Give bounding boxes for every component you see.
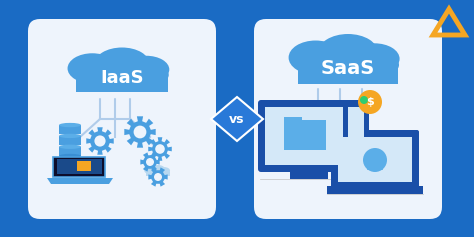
Ellipse shape: [325, 137, 341, 151]
Ellipse shape: [123, 56, 169, 83]
Text: IaaS: IaaS: [100, 69, 144, 87]
Ellipse shape: [356, 137, 384, 153]
FancyBboxPatch shape: [284, 120, 326, 150]
Ellipse shape: [59, 154, 81, 158]
FancyBboxPatch shape: [348, 107, 364, 157]
Polygon shape: [57, 159, 102, 174]
Ellipse shape: [94, 47, 149, 81]
FancyBboxPatch shape: [290, 171, 328, 179]
Ellipse shape: [318, 34, 378, 71]
Text: $: $: [366, 97, 374, 107]
Ellipse shape: [151, 165, 165, 173]
Ellipse shape: [59, 123, 81, 127]
FancyBboxPatch shape: [254, 19, 442, 219]
Ellipse shape: [297, 48, 399, 82]
Circle shape: [134, 126, 146, 138]
FancyBboxPatch shape: [331, 130, 419, 189]
Circle shape: [146, 158, 154, 166]
FancyBboxPatch shape: [284, 117, 302, 122]
Circle shape: [360, 96, 368, 104]
FancyBboxPatch shape: [76, 74, 168, 91]
Ellipse shape: [326, 141, 354, 157]
Ellipse shape: [349, 43, 400, 74]
Ellipse shape: [340, 138, 354, 150]
Polygon shape: [140, 152, 160, 172]
Ellipse shape: [68, 53, 117, 83]
Polygon shape: [148, 167, 168, 187]
Polygon shape: [124, 116, 155, 148]
Polygon shape: [211, 97, 263, 141]
FancyBboxPatch shape: [59, 136, 81, 145]
Polygon shape: [86, 127, 114, 155]
Ellipse shape: [158, 167, 170, 174]
FancyBboxPatch shape: [327, 186, 423, 194]
Ellipse shape: [310, 134, 324, 146]
Circle shape: [363, 148, 387, 172]
Polygon shape: [53, 157, 105, 177]
FancyBboxPatch shape: [77, 161, 91, 171]
Ellipse shape: [75, 60, 169, 90]
Polygon shape: [148, 137, 172, 161]
Circle shape: [358, 90, 382, 114]
FancyBboxPatch shape: [298, 64, 399, 84]
Polygon shape: [47, 178, 113, 184]
FancyBboxPatch shape: [28, 19, 216, 219]
Circle shape: [155, 144, 165, 154]
Ellipse shape: [370, 134, 384, 146]
Ellipse shape: [144, 166, 157, 174]
FancyBboxPatch shape: [146, 172, 170, 176]
FancyBboxPatch shape: [258, 100, 352, 172]
Ellipse shape: [289, 41, 343, 75]
FancyBboxPatch shape: [265, 107, 345, 165]
FancyBboxPatch shape: [367, 158, 383, 170]
Ellipse shape: [59, 134, 81, 138]
Circle shape: [154, 173, 162, 181]
Ellipse shape: [355, 133, 371, 147]
FancyBboxPatch shape: [59, 147, 81, 156]
FancyBboxPatch shape: [343, 100, 369, 164]
Ellipse shape: [59, 145, 81, 149]
Text: SaaS: SaaS: [321, 59, 375, 77]
FancyBboxPatch shape: [338, 137, 412, 182]
Ellipse shape: [296, 137, 324, 153]
Ellipse shape: [146, 168, 170, 176]
Text: vs: vs: [229, 113, 245, 126]
Circle shape: [94, 135, 106, 147]
Ellipse shape: [295, 133, 311, 147]
FancyBboxPatch shape: [59, 125, 81, 134]
